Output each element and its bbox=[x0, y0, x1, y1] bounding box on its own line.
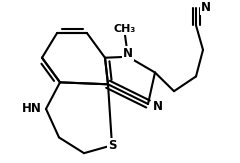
Text: N: N bbox=[123, 47, 133, 60]
Text: HN: HN bbox=[22, 102, 42, 115]
Text: CH₃: CH₃ bbox=[114, 24, 136, 34]
Text: S: S bbox=[108, 139, 116, 152]
Text: N: N bbox=[153, 100, 163, 113]
Text: N: N bbox=[201, 1, 211, 14]
